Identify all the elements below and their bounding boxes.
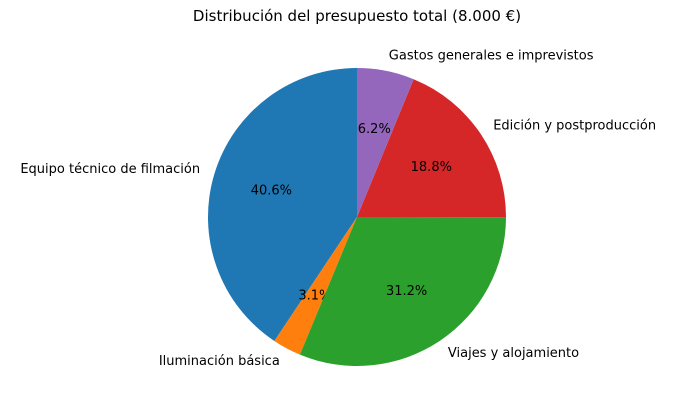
- pie-slice-0: [207, 68, 357, 341]
- pie-slice-1: [274, 217, 357, 355]
- pie-slice-4: [357, 68, 414, 217]
- slice-pct-label-0: 40.6%: [251, 184, 292, 199]
- pie-slice-3: [357, 79, 507, 218]
- slice-label-1: Iluminación básica: [159, 354, 280, 369]
- slice-label-2: Viajes y alojamiento: [448, 346, 579, 361]
- slice-label-0: Equipo técnico de filmación: [20, 162, 200, 177]
- slice-label-4: Gastos generales e imprevistos: [389, 49, 594, 64]
- slice-pct-label-4: 6.2%: [358, 122, 391, 137]
- slice-label-3: Edición y postproducción: [493, 118, 656, 133]
- slice-pct-label-2: 31.2%: [386, 284, 427, 299]
- chart-title: Distribución del presupuesto total (8.00…: [192, 7, 522, 25]
- slice-pct-label-3: 18.8%: [411, 160, 452, 175]
- pie-slice-2: [299, 217, 506, 367]
